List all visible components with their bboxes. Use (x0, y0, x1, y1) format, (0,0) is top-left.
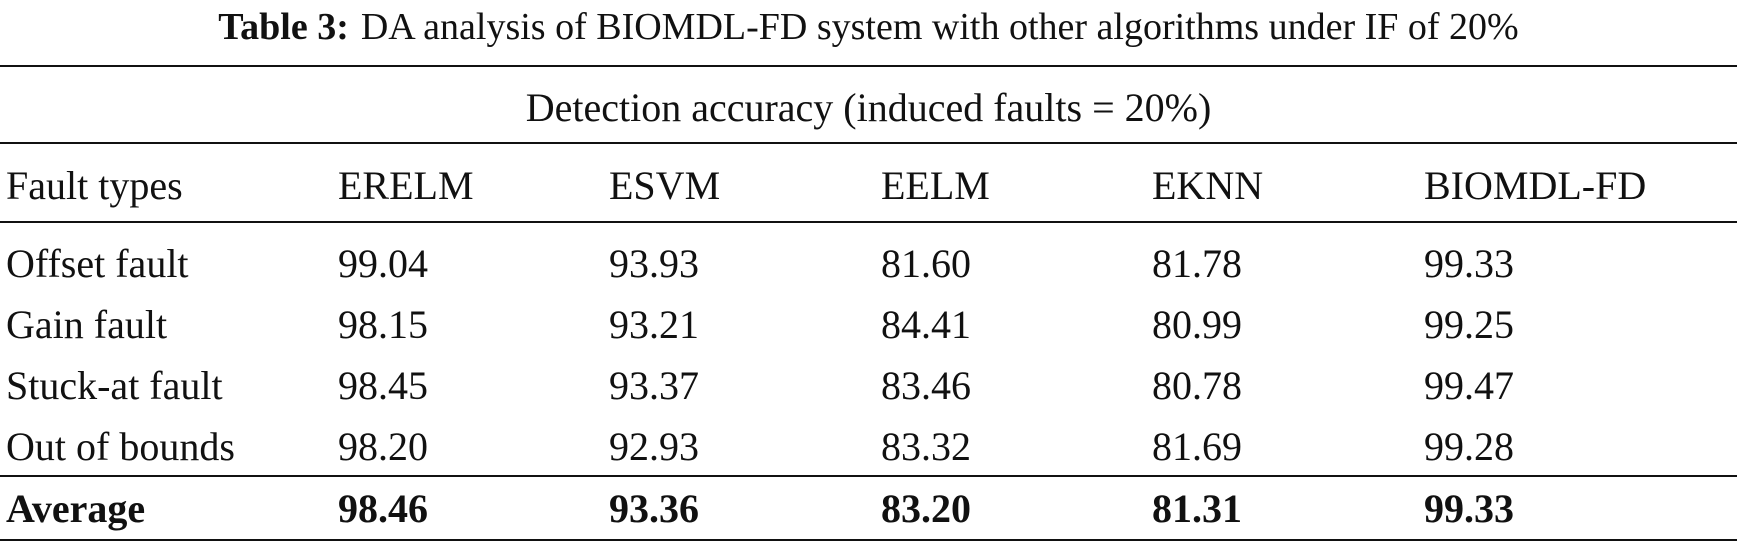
cell-value: 84.41 (881, 302, 971, 347)
column-header: BIOMDL-FD (1424, 163, 1647, 208)
cell-value: 99.33 (1424, 241, 1514, 286)
cell-value: 92.93 (609, 424, 699, 469)
column-header: EKNN (1152, 163, 1264, 208)
average-rule (0, 475, 1737, 477)
cell-value: 80.78 (1152, 363, 1242, 408)
cell-value: 99.25 (1424, 302, 1514, 347)
cell-value: 99.28 (1424, 424, 1514, 469)
column-header: Fault types (6, 163, 183, 208)
cell-value: 81.78 (1152, 241, 1242, 286)
cell-value: 83.32 (881, 424, 971, 469)
cell-value: 93.93 (609, 241, 699, 286)
header-rule (0, 221, 1737, 223)
cell-value: 93.37 (609, 363, 699, 408)
cell-value: 81.60 (881, 241, 971, 286)
cell-value: 98.45 (338, 363, 428, 408)
cell-value: 83.46 (881, 363, 971, 408)
average-value: 98.46 (338, 486, 428, 531)
row-label: Stuck-at fault (6, 363, 223, 408)
average-value: 99.33 (1424, 486, 1514, 531)
column-header: EELM (881, 163, 990, 208)
average-value: 93.36 (609, 486, 699, 531)
cell-value: 99.04 (338, 241, 428, 286)
cell-value: 93.21 (609, 302, 699, 347)
caption-text: DA analysis of BIOMDL-FD system with oth… (360, 6, 1519, 48)
cell-value: 98.20 (338, 424, 428, 469)
row-label: Offset fault (6, 241, 189, 286)
mid-rule (0, 142, 1737, 144)
bottom-rule (0, 539, 1737, 541)
cell-value: 80.99 (1152, 302, 1242, 347)
row-label: Out of bounds (6, 424, 235, 469)
average-value: 83.20 (881, 486, 971, 531)
row-label: Gain fault (6, 302, 168, 347)
table-caption: Table 3: DA analysis of BIOMDL-FD system … (0, 8, 1737, 46)
group-header: Detection accuracy (induced faults = 20%… (525, 85, 1212, 130)
caption-label: Table 3: (218, 6, 349, 48)
average-value: 81.31 (1152, 486, 1242, 531)
average-label: Average (6, 486, 146, 531)
cell-value: 98.15 (338, 302, 428, 347)
column-header: ESVM (609, 163, 721, 208)
column-header: ERELM (338, 163, 474, 208)
top-rule (0, 65, 1737, 67)
cell-value: 81.69 (1152, 424, 1242, 469)
cell-value: 99.47 (1424, 363, 1514, 408)
